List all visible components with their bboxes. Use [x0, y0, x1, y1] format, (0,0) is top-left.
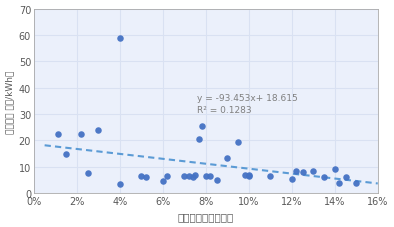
Point: [342, 176, 349, 179]
Text: y = -93.453x+ 18.615
R² = 0.1283: y = -93.453x+ 18.615 R² = 0.1283: [197, 94, 298, 115]
Point: [84, 172, 91, 175]
Point: [321, 176, 327, 179]
Point: [117, 37, 123, 40]
Point: [203, 174, 209, 178]
Point: [267, 174, 273, 178]
Point: [190, 176, 196, 179]
Point: [198, 124, 204, 128]
Point: [181, 174, 188, 178]
Point: [192, 173, 198, 177]
Point: [214, 178, 220, 182]
Y-axis label: 市場価格 ［円/kWh］: 市場価格 ［円/kWh］: [6, 70, 15, 133]
Point: [293, 169, 299, 173]
Point: [299, 170, 306, 174]
Point: [164, 174, 170, 178]
Point: [143, 176, 149, 179]
Point: [138, 174, 145, 178]
Point: [117, 182, 123, 186]
Point: [207, 174, 213, 178]
Point: [310, 169, 316, 173]
Point: [235, 140, 241, 144]
X-axis label: 相対月間発電電力量: 相対月間発電電力量: [178, 212, 234, 222]
Point: [332, 168, 338, 171]
Point: [245, 174, 252, 178]
Point: [336, 181, 342, 185]
Point: [289, 177, 295, 181]
Point: [245, 173, 252, 177]
Point: [224, 156, 230, 160]
Point: [54, 132, 61, 136]
Point: [160, 180, 166, 183]
Point: [186, 174, 192, 178]
Point: [242, 173, 248, 177]
Point: [95, 128, 102, 132]
Point: [353, 181, 359, 185]
Point: [63, 152, 69, 156]
Point: [196, 138, 203, 141]
Point: [78, 132, 84, 136]
